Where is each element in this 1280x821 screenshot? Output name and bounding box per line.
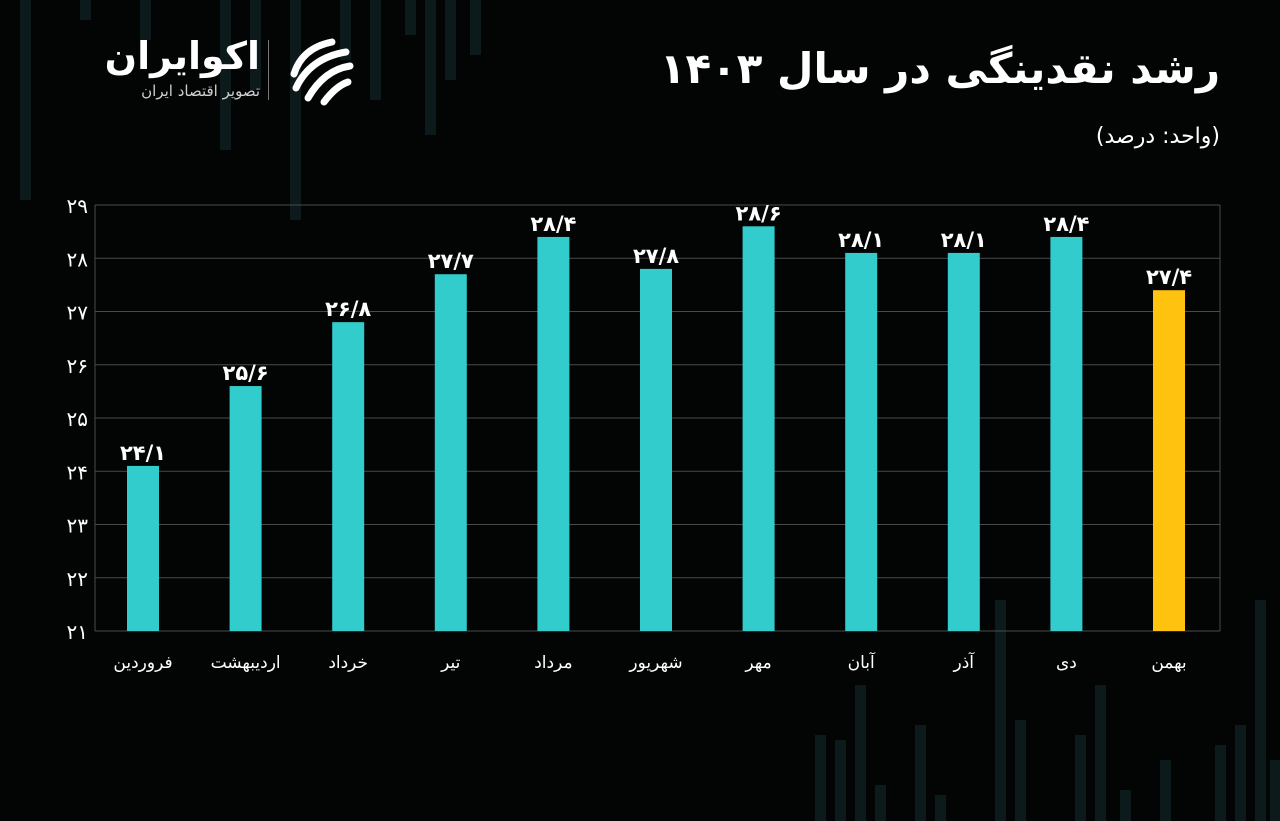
- background-candle: [220, 0, 231, 150]
- background-candle: [855, 685, 866, 821]
- background-candle: [20, 0, 31, 200]
- bar: [845, 252, 878, 632]
- bar-value-label: ۲۷/۷: [428, 249, 474, 273]
- brand-tagline: تصویر اقتصاد ایران: [141, 82, 260, 100]
- x-category-label: خرداد: [328, 653, 368, 673]
- y-tick-label: ۲۸: [67, 247, 89, 271]
- background-candle: [935, 795, 946, 821]
- background-candle: [1215, 745, 1226, 821]
- bar: [742, 226, 775, 632]
- background-candle: [835, 740, 846, 821]
- background-candle: [340, 0, 351, 60]
- bar-value-label: ۲۵/۶: [223, 361, 269, 385]
- bar: [434, 274, 467, 631]
- background-candle: [1270, 760, 1280, 821]
- bar-value-label: ۲۶/۸: [325, 297, 371, 321]
- background-candle: [1015, 720, 1026, 821]
- bar-value-label: ۲۴/۱: [120, 441, 166, 465]
- x-category-label: تیر: [440, 653, 461, 673]
- x-category-label: دی: [1056, 653, 1077, 673]
- unit-label: (واحد: درصد): [1095, 124, 1220, 149]
- ecoiran-logo-icon: [290, 38, 354, 106]
- background-candle: [995, 600, 1006, 821]
- background-candle: [1095, 685, 1106, 821]
- background-candle: [1235, 725, 1246, 821]
- y-tick-label: ۲۹: [67, 194, 88, 218]
- background-candle: [815, 735, 826, 821]
- x-category-label: آذر: [953, 651, 976, 673]
- bar: [1153, 290, 1185, 631]
- y-tick-label: ۲۶: [67, 354, 88, 378]
- background-candle: [445, 0, 456, 80]
- background-candle: [1075, 735, 1086, 821]
- bar-value-label: ۲۸/۴: [530, 212, 576, 236]
- background-candle: [80, 0, 91, 20]
- background-candle: [875, 785, 886, 821]
- bar: [229, 386, 262, 631]
- x-category-label: آبان: [848, 651, 876, 673]
- bar: [537, 236, 570, 631]
- x-category-label: بهمن: [1151, 653, 1186, 673]
- background-candle: [290, 0, 301, 220]
- y-tick-label: ۲۵: [67, 407, 88, 431]
- bar: [1050, 236, 1083, 631]
- x-category-label: فروردین: [113, 653, 172, 673]
- background-candle: [1120, 790, 1131, 821]
- bar: [640, 268, 672, 631]
- background-candle: [250, 0, 261, 90]
- background-candle: [425, 0, 436, 135]
- y-tick-label: ۲۲: [67, 567, 88, 591]
- bar-value-label: ۲۸/۴: [1043, 212, 1089, 236]
- bar: [127, 465, 159, 631]
- bar-value-label: ۲۷/۴: [1146, 265, 1192, 289]
- x-category-label: شهریور: [628, 653, 682, 673]
- background-candle: [1255, 600, 1266, 821]
- background-candle: [370, 0, 381, 100]
- y-tick-label: ۲۷: [67, 301, 89, 325]
- background-candle: [1160, 760, 1171, 821]
- background-candle: [470, 0, 481, 55]
- background-candle: [405, 0, 416, 35]
- brand-logo: اکوایران تصویر اقتصاد ایران: [50, 30, 354, 110]
- y-tick-label: ۲۴: [67, 460, 88, 484]
- bar-value-label: ۲۸/۶: [736, 201, 782, 225]
- bar-value-label: ۲۸/۱: [941, 228, 987, 252]
- brand-name: اکوایران: [104, 34, 260, 78]
- background-candle: [140, 0, 151, 40]
- y-tick-label: ۲۳: [67, 514, 89, 538]
- bar: [332, 322, 365, 631]
- chart-title: رشد نقدینگی در سال ۱۴۰۳: [659, 44, 1220, 93]
- background-candle: [915, 725, 926, 821]
- bar-value-label: ۲۷/۸: [633, 244, 679, 268]
- logo-divider: [268, 40, 269, 100]
- x-category-label: مهر: [744, 653, 771, 673]
- bar: [947, 252, 980, 632]
- x-category-label: مرداد: [534, 653, 572, 673]
- bar-value-label: ۲۸/۱: [838, 228, 884, 252]
- y-tick-label: ۲۱: [67, 620, 88, 644]
- x-category-label: اردیبهشت: [211, 653, 281, 673]
